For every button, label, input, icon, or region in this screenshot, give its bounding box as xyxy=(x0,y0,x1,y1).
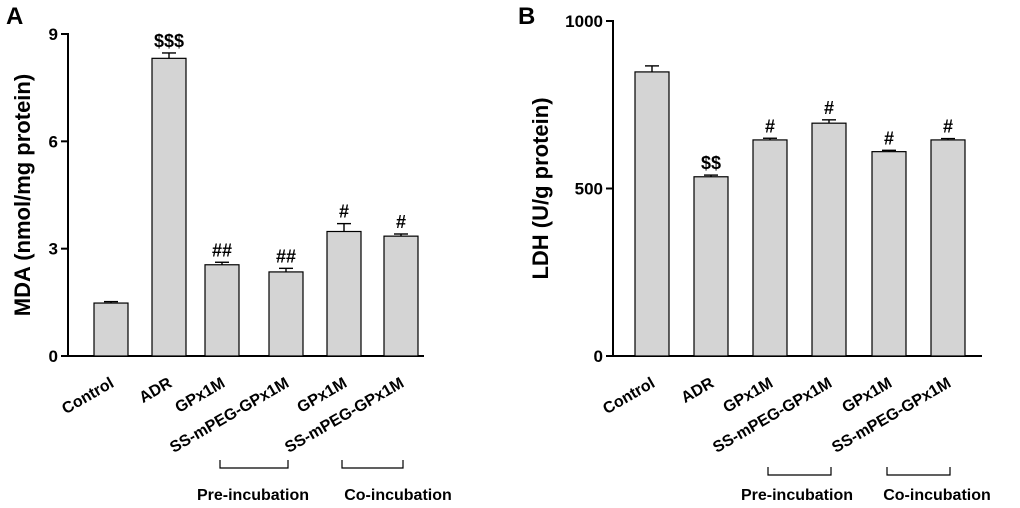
significance-label: $$$ xyxy=(154,31,184,51)
significance-label: # xyxy=(884,128,894,148)
group-label: Co-incubation xyxy=(344,487,452,504)
y-axis-label: LDH (U/g protein) xyxy=(528,97,553,279)
group-bracket xyxy=(219,460,289,469)
significance-label: # xyxy=(765,116,775,136)
category-label: GPx1M xyxy=(173,375,228,417)
y-tick-label: 6 xyxy=(49,132,58,151)
bar xyxy=(383,235,419,357)
bar xyxy=(151,57,187,357)
category-label: ADR xyxy=(678,375,717,407)
y-tick-label: 500 xyxy=(575,180,603,199)
category-label: ADR xyxy=(136,375,175,407)
bar xyxy=(326,230,362,357)
bar xyxy=(93,302,129,357)
panel-letter: B xyxy=(518,3,535,30)
bar xyxy=(268,271,304,357)
significance-label: # xyxy=(396,212,406,232)
group-bracket xyxy=(767,467,832,476)
significance-label: # xyxy=(824,98,834,118)
y-tick-label: 1000 xyxy=(565,12,603,31)
group-label: Co-incubation xyxy=(883,487,991,504)
bar xyxy=(752,139,788,357)
y-tick-label: 9 xyxy=(49,25,58,44)
bar xyxy=(871,151,907,357)
bar xyxy=(930,139,966,357)
bar xyxy=(204,264,240,357)
y-tick-label: 0 xyxy=(49,347,58,366)
significance-label: ## xyxy=(276,246,296,266)
bar xyxy=(693,176,729,357)
significance-label: ## xyxy=(212,240,232,260)
group-bracket xyxy=(886,467,951,476)
category-label: Control xyxy=(600,375,658,418)
significance-label: # xyxy=(339,202,349,222)
group-label: Pre-incubation xyxy=(197,487,309,504)
significance-label: $$ xyxy=(701,153,721,173)
bar xyxy=(634,71,670,357)
category-label: Control xyxy=(59,375,117,418)
y-axis-label: MDA (nmol/mg protein) xyxy=(10,74,35,316)
panel-a: A MDA (nmol/mg protein) 0 3 6 9 Control $$$ ADR #… xyxy=(6,3,452,504)
y-tick-label: 3 xyxy=(49,240,58,259)
group-label: Pre-incubation xyxy=(741,487,853,504)
y-tick-label: 0 xyxy=(594,347,603,366)
bar xyxy=(811,122,847,357)
category-label: SS-mPEG-GPx1M xyxy=(167,375,292,457)
group-bracket xyxy=(341,460,404,469)
significance-label: # xyxy=(943,117,953,137)
panel-letter: A xyxy=(6,3,23,30)
